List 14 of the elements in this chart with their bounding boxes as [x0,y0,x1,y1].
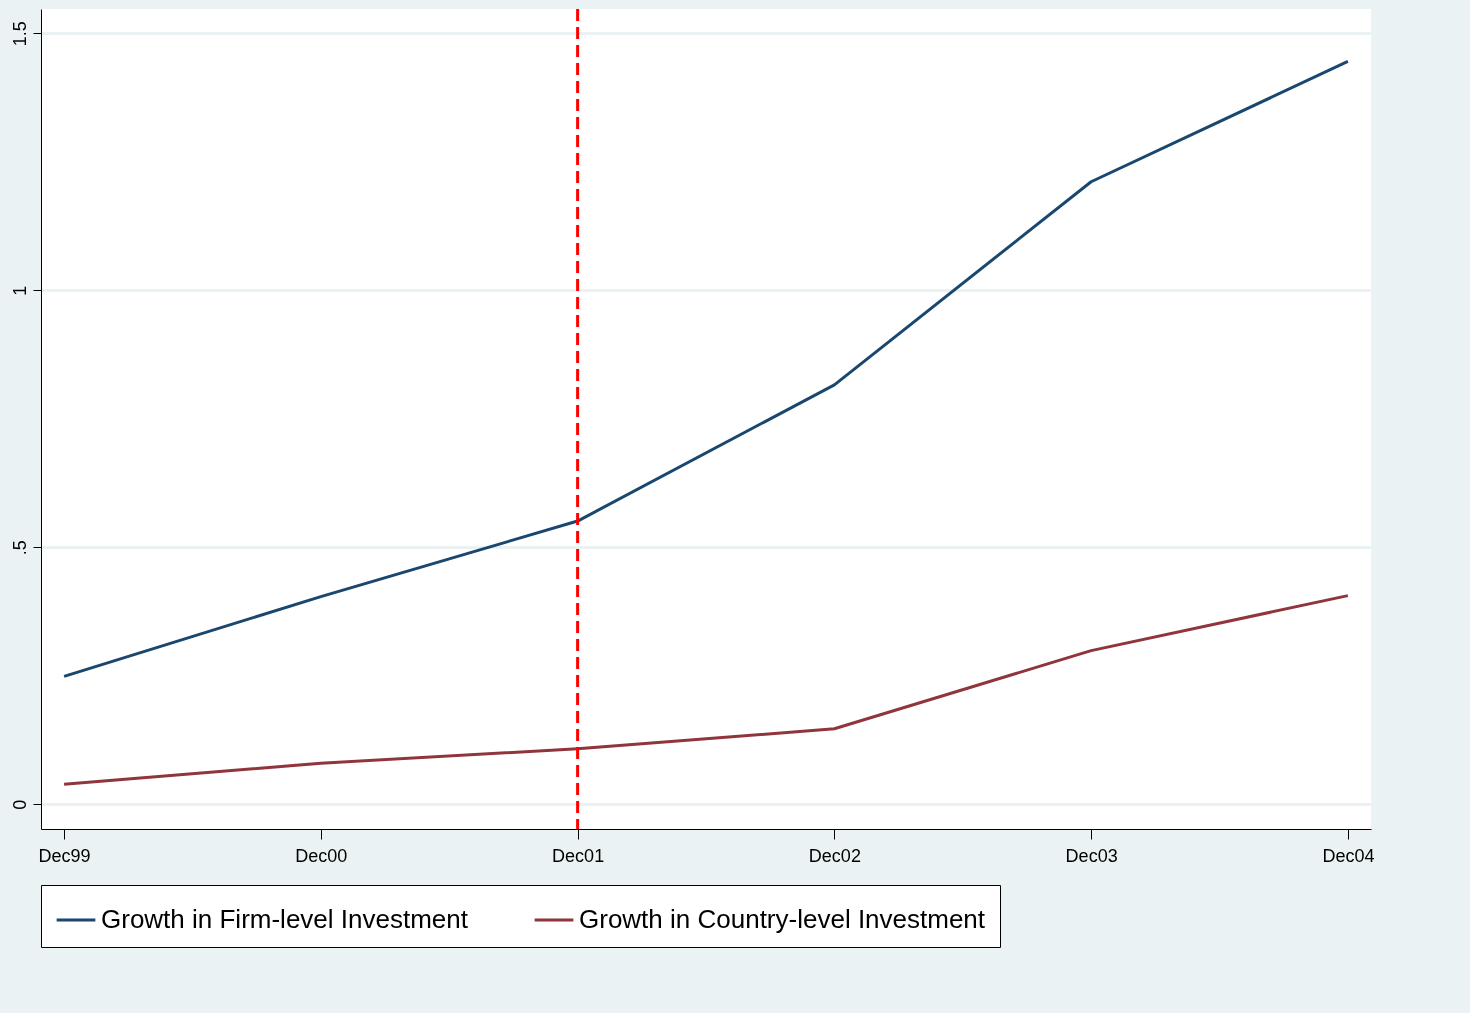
x-tick-label: Dec01 [552,845,605,866]
legend-label: Growth in Firm-level Investment [101,904,469,934]
legend-label: Growth in Country-level Investment [579,904,986,934]
x-tick-label: Dec00 [295,845,348,866]
x-tick-label: Dec03 [1065,845,1118,866]
y-tick-label: 0 [9,799,30,810]
line-series [62,594,1350,786]
y-tick-label: 1.5 [9,21,30,47]
x-tick-label: Dec02 [808,845,861,866]
line-series [62,59,1350,678]
y-tick-label: 1 [9,285,30,296]
x-tick-label: Dec04 [1322,845,1375,866]
x-tick-label: Dec99 [38,845,91,866]
y-tick-label: .5 [9,540,30,556]
